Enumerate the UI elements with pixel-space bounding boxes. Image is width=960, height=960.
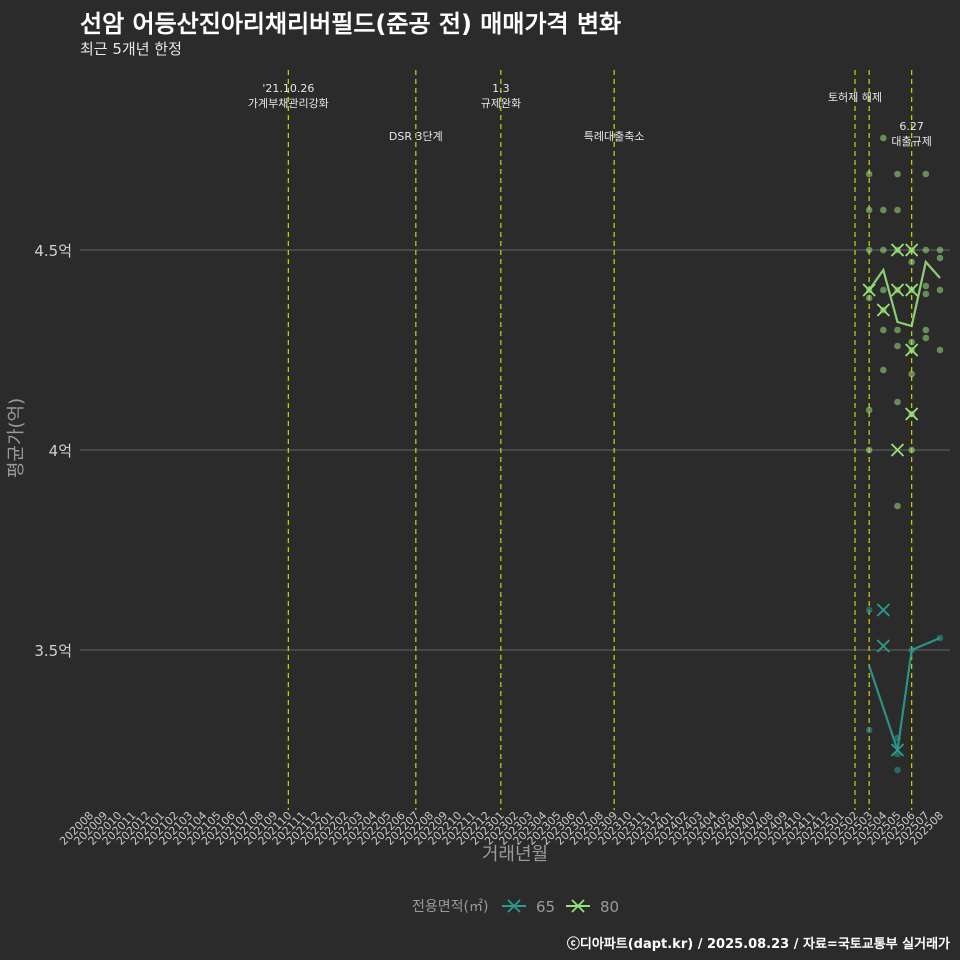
- data-point: [908, 258, 915, 266]
- data-point: [922, 170, 930, 178]
- data-point: [908, 370, 915, 378]
- event-label: 규제완화: [481, 97, 521, 110]
- series-line: [868, 636, 941, 751]
- data-point: [880, 134, 887, 142]
- data-series: [862, 134, 944, 774]
- grid-lines: [80, 249, 950, 651]
- data-point: [922, 290, 930, 298]
- event-label: '21.10.26: [262, 82, 314, 95]
- event-label: 토허제 해제: [828, 90, 882, 104]
- data-point: [922, 326, 930, 334]
- event-label: 1.3: [492, 82, 510, 95]
- mean-marker: [876, 303, 890, 317]
- legend: 전용면적(㎡) 65 80: [412, 898, 619, 916]
- event-label: 대출규제: [891, 135, 931, 148]
- event-label: 가계부채관리강화: [248, 97, 329, 110]
- mean-marker: [890, 443, 905, 457]
- event-label: 6.27: [899, 120, 924, 133]
- data-point: [922, 334, 930, 342]
- data-point: [894, 170, 901, 178]
- data-point: [894, 398, 901, 406]
- data-point: [880, 246, 887, 254]
- data-point: [908, 446, 915, 454]
- x-axis-label: 거래년월: [482, 844, 548, 865]
- y-tick-label: 4억: [49, 442, 72, 460]
- data-point: [894, 326, 901, 334]
- y-tick-label: 3.5억: [34, 642, 72, 660]
- mean-marker: [862, 283, 876, 297]
- chart-title: 선암 어등산진아리채리버필드(준공 전) 매매가격 변화: [80, 10, 622, 38]
- data-point: [865, 206, 873, 214]
- legend-label: 80: [600, 898, 619, 916]
- axes: 3.5억4억4.5억202008202009202010202011202012…: [34, 242, 946, 848]
- chart-subtitle: 최근 5개년 한정: [80, 40, 182, 58]
- source-caption: ⓒ디아파트(dapt.kr) / 2025.08.23 / 자료=국토교통부 실…: [566, 937, 950, 952]
- data-point: [922, 246, 930, 254]
- data-point: [894, 206, 901, 214]
- event-label: DSR 3단계: [389, 130, 443, 143]
- data-point: [865, 406, 873, 414]
- series-line: [868, 259, 941, 328]
- legend-swatch-marker: [507, 899, 521, 913]
- event-label: 특례대출축소: [584, 130, 645, 143]
- data-point: [865, 294, 873, 302]
- data-point: [922, 282, 930, 290]
- legend-label: 65: [536, 898, 555, 916]
- data-point: [936, 246, 944, 254]
- legend-swatch-marker: [571, 899, 585, 913]
- mean-marker: [890, 243, 905, 257]
- data-point: [908, 338, 915, 346]
- y-tick-label: 4.5억: [34, 242, 72, 260]
- data-point: [865, 606, 873, 614]
- y-axis-label: 평균가(억): [6, 398, 27, 478]
- mean-marker: [876, 639, 890, 653]
- data-point: [865, 246, 873, 254]
- data-point: [880, 326, 887, 334]
- mean-marker: [905, 283, 919, 297]
- data-point: [865, 446, 873, 454]
- legend-title: 전용면적(㎡): [412, 899, 488, 915]
- data-point: [894, 766, 901, 774]
- data-point: [936, 346, 944, 354]
- data-point: [936, 254, 944, 262]
- mean-marker: [890, 743, 905, 757]
- data-point: [880, 366, 887, 374]
- mean-marker: [905, 343, 919, 357]
- data-point: [894, 342, 901, 350]
- mean-marker: [905, 407, 919, 421]
- data-point: [880, 206, 887, 214]
- data-point: [880, 286, 887, 294]
- mean-marker: [905, 243, 919, 257]
- data-point: [936, 286, 944, 294]
- data-point: [894, 502, 901, 510]
- data-point: [865, 170, 873, 178]
- mean-marker: [890, 283, 905, 297]
- mean-marker: [876, 603, 890, 617]
- data-point: [865, 726, 873, 734]
